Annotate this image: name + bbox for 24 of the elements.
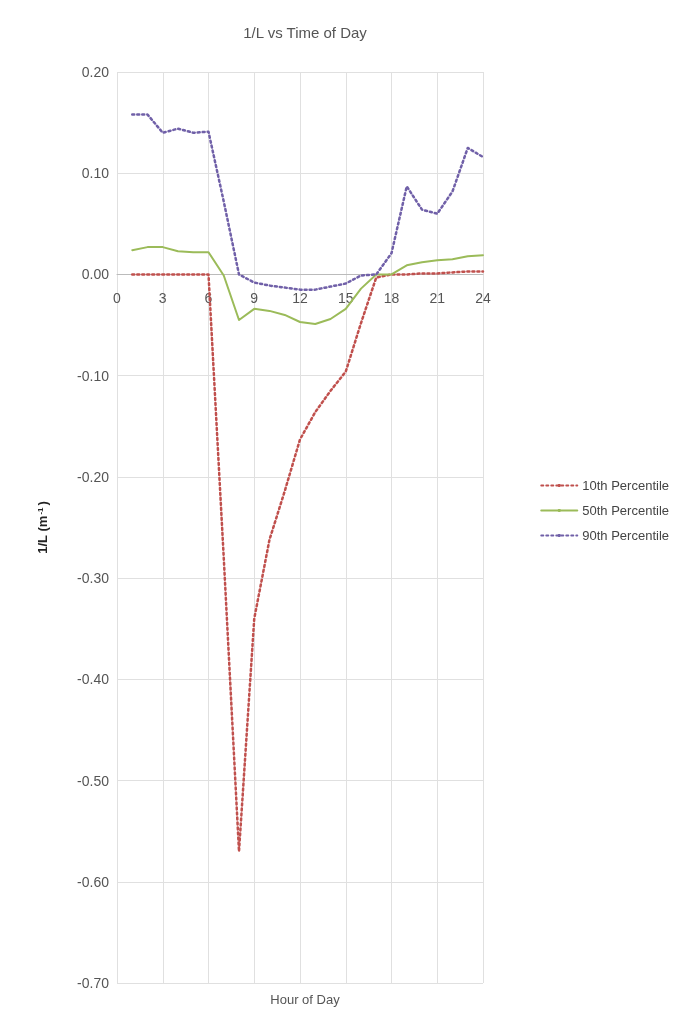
y-tick-label: 0.20 (81, 64, 110, 80)
x-tick-label: 12 (292, 290, 308, 307)
y-tick-label: 0.00 (81, 266, 110, 283)
x-axis-title: Hour of Day (270, 992, 341, 1007)
legend-label: 50th Percentile (582, 503, 670, 518)
x-tick-label: 3 (158, 290, 167, 307)
x-tick-label: 21 (429, 290, 446, 307)
y-tick-label: -0.50 (77, 772, 110, 789)
y-tick-label: -0.10 (77, 367, 110, 384)
y-tick-label: -0.60 (77, 873, 110, 890)
y-tick-label: -0.20 (77, 468, 110, 485)
y-axis-title: 1/L (m-1) (35, 501, 50, 554)
legend-label: 90th Percentile (582, 528, 670, 543)
chart-title: 1/L vs Time of Day (243, 24, 368, 41)
line-series (131, 113, 485, 291)
y-tick-label: -0.70 (77, 975, 110, 991)
x-tick-label: 9 (250, 290, 259, 307)
x-tick-label: 0 (113, 290, 122, 307)
y-tick-label: 0.10 (81, 165, 110, 182)
x-tick-label: 24 (475, 290, 491, 307)
legend-label: 10th Percentile (582, 478, 670, 493)
x-tick-label: 18 (383, 290, 400, 307)
y-tick-label: -0.40 (77, 671, 110, 688)
y-tick-label: -0.30 (77, 570, 110, 587)
